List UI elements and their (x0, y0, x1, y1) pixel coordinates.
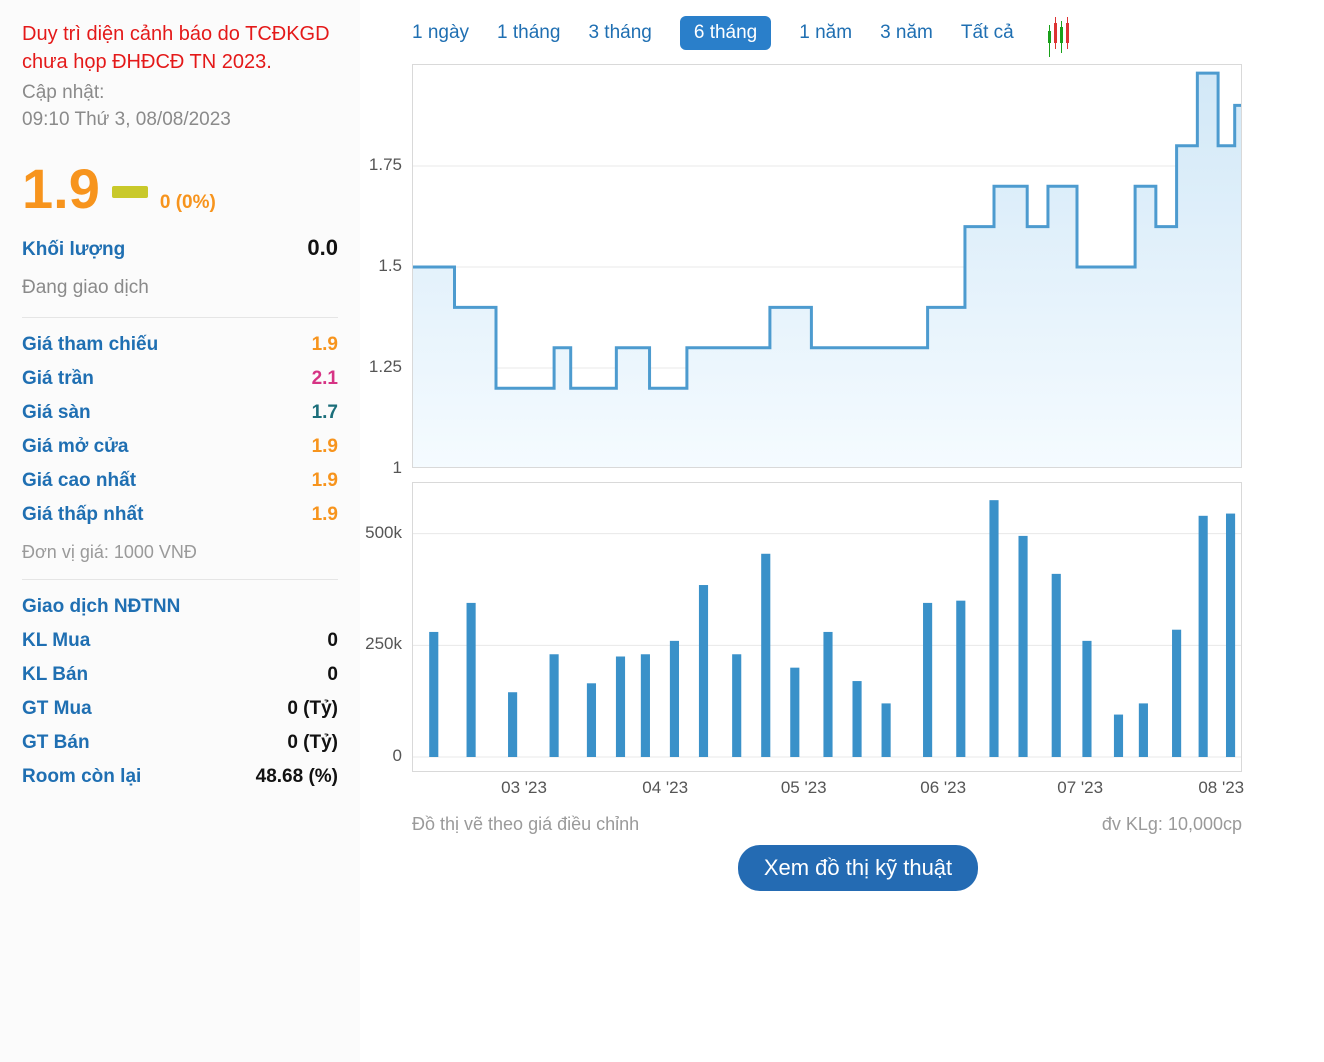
time-tab-6[interactable]: Tất cả (961, 22, 1014, 44)
price-chart[interactable] (412, 64, 1242, 468)
volume-ytick: 500k (365, 523, 412, 543)
foreign-title: Giao dịch NĐTNN (22, 596, 180, 618)
x-tick: 03 '23 (501, 772, 547, 798)
x-tick: 04 '23 (642, 772, 688, 798)
trading-status: Đang giao dịch (22, 267, 338, 311)
last-price: 1.9 (22, 161, 100, 217)
price-row-label: Giá cao nhất (22, 470, 136, 492)
foreign-row-value: 48.68 (%) (256, 766, 338, 788)
chart-note-right: đv KLg: 10,000cp (1102, 814, 1242, 835)
price-ytick: 1.25 (369, 357, 412, 377)
update-label: Cập nhật: (22, 80, 338, 107)
info-panel: Duy trì diện cảnh báo do TCĐKGD chưa họp… (0, 0, 360, 1062)
x-tick: 07 '23 (1057, 772, 1103, 798)
foreign-row-label: GT Mua (22, 698, 92, 720)
time-tab-5[interactable]: 3 năm (880, 22, 933, 44)
candlestick-icon[interactable] (1042, 23, 1069, 43)
price-ytick: 1 (393, 458, 412, 478)
price-unit-note: Đơn vị giá: 1000 VNĐ (22, 532, 338, 573)
price-row-label: Giá mở cửa (22, 436, 128, 458)
time-tab-2[interactable]: 3 tháng (588, 22, 651, 44)
foreign-row-value: 0 (327, 630, 338, 652)
time-tab-4[interactable]: 1 năm (799, 22, 852, 44)
time-tab-3[interactable]: 6 tháng (680, 16, 771, 50)
price-row-label: Giá thấp nhất (22, 504, 143, 526)
foreign-row-label: KL Mua (22, 630, 90, 652)
time-range-tabs: 1 ngày 1 tháng 3 tháng 6 tháng 1 năm 3 năm Tất… (412, 10, 1304, 64)
technical-chart-button[interactable]: Xem đồ thị kỹ thuật (738, 845, 978, 891)
x-tick: 05 '23 (781, 772, 827, 798)
foreign-row-label: Room còn lại (22, 766, 141, 788)
foreign-row-value: 0 (327, 664, 338, 686)
foreign-row-value: 0 (Tỷ) (287, 732, 338, 754)
update-time: 09:10 Thứ 3, 08/08/2023 (22, 107, 338, 134)
foreign-row-label: KL Bán (22, 664, 88, 686)
price-change: 0 (0%) (160, 192, 216, 214)
foreign-row-value: 0 (Tỷ) (287, 698, 338, 720)
price-row-value: 1.9 (312, 470, 338, 492)
price-row-label: Giá tham chiếu (22, 334, 158, 356)
volume-value: 0.0 (307, 235, 338, 261)
x-tick: 06 '23 (920, 772, 966, 798)
price-ytick: 1.5 (378, 256, 412, 276)
price-row-value: 1.9 (312, 436, 338, 458)
volume-ytick: 250k (365, 634, 412, 654)
change-bar-icon (112, 186, 148, 198)
price-row-value: 1.7 (312, 402, 338, 424)
price-ytick: 1.75 (369, 155, 412, 175)
price-row-value: 2.1 (312, 368, 338, 390)
warning-text: Duy trì diện cảnh báo do TCĐKGD chưa họp… (22, 20, 338, 76)
volume-ytick: 0 (393, 746, 412, 766)
price-row-value: 1.9 (312, 334, 338, 356)
price-row-label: Giá sàn (22, 402, 91, 424)
x-tick: 08 '23 (1198, 772, 1244, 798)
price-row-label: Giá trần (22, 368, 94, 390)
price-row-value: 1.9 (312, 504, 338, 526)
time-tab-1[interactable]: 1 tháng (497, 22, 560, 44)
foreign-row-label: GT Bán (22, 732, 90, 754)
chart-note-left: Đồ thị vẽ theo giá điều chỉnh (412, 814, 639, 835)
volume-chart[interactable] (412, 482, 1242, 772)
time-tab-0[interactable]: 1 ngày (412, 22, 469, 44)
volume-label: Khối lượng (22, 239, 125, 261)
